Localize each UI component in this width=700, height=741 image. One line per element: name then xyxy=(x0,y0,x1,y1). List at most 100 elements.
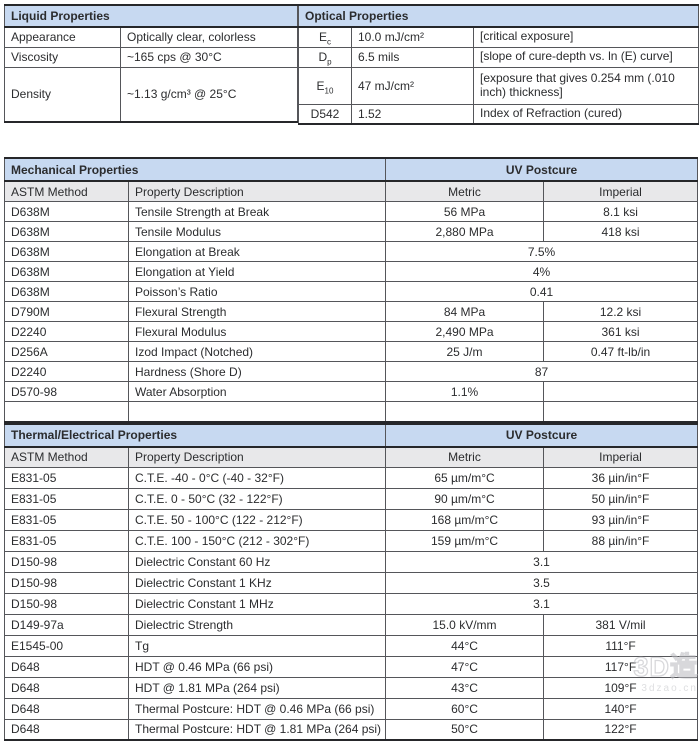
column-header-imperial: Imperial xyxy=(544,447,698,468)
metric-value-cell: 60°C xyxy=(386,698,544,719)
property-description-cell: HDT @ 0.46 MPa (66 psi) xyxy=(129,656,386,677)
optical-description-cell: [slope of cure-depth vs. ln (E) curve] xyxy=(474,47,699,67)
optical-value-cell: 1.52 xyxy=(352,104,474,124)
imperial-value-cell: 418 ksi xyxy=(544,222,698,242)
astm-method-cell: D256A xyxy=(5,342,129,362)
imperial-value-cell: 50 µin/in°F xyxy=(544,488,698,509)
astm-method-cell: D150-98 xyxy=(5,593,129,614)
metric-value-cell: 56 MPa xyxy=(386,202,544,222)
merged-value-cell: 3.5 xyxy=(386,572,698,593)
optical-value-cell: 10.0 mJ/cm² xyxy=(352,27,474,47)
symbol-subscript: 10 xyxy=(325,86,334,95)
property-description-cell: Tg xyxy=(129,635,386,656)
symbol-base: D542 xyxy=(311,107,340,121)
astm-method-cell: D638M xyxy=(5,222,129,242)
astm-method-cell: E831-05 xyxy=(5,509,129,530)
liquid-row: Density~1.13 g/cm³ @ 25°C xyxy=(5,67,298,122)
metric-value-cell: 65 µm/m°C xyxy=(386,467,544,488)
property-description-cell: C.T.E. 0 - 50°C (32 - 122°F) xyxy=(129,488,386,509)
astm-method-cell: E1545-00 xyxy=(5,635,129,656)
property-value-cell: Optically clear, colorless xyxy=(121,27,298,47)
column-header-property-description: Property Description xyxy=(129,181,386,202)
property-description-cell: Poisson’s Ratio xyxy=(129,282,386,302)
astm-method-cell: E831-05 xyxy=(5,530,129,551)
property-description-cell: Dielectric Constant 60 Hz xyxy=(129,551,386,572)
astm-method-cell: D638M xyxy=(5,242,129,262)
optical-section-title: Optical Properties xyxy=(299,5,699,27)
astm-method-cell: D648 xyxy=(5,698,129,719)
property-description-cell: Elongation at Yield xyxy=(129,262,386,282)
imperial-value-cell: 111°F xyxy=(544,635,698,656)
metric-value-cell: 15.0 kV/mm xyxy=(386,614,544,635)
imperial-value-cell: 381 V/mil xyxy=(544,614,698,635)
astm-method-cell: D648 xyxy=(5,719,129,740)
property-description-cell: Flexural Modulus xyxy=(129,322,386,342)
optical-description-cell: [exposure that gives 0.254 mm (.010 inch… xyxy=(474,67,699,104)
metric-value-cell: 90 µm/m°C xyxy=(386,488,544,509)
column-header-astm-method: ASTM Method xyxy=(5,447,129,468)
property-description-cell: Thermal Postcure: HDT @ 1.81 MPa (264 ps… xyxy=(129,719,386,740)
imperial-value-cell: 93 µin/in°F xyxy=(544,509,698,530)
merged-value-cell: 0.41 xyxy=(386,282,698,302)
column-header-property-description: Property Description xyxy=(129,447,386,468)
imperial-value-cell: 88 µin/in°F xyxy=(544,530,698,551)
property-description-cell: C.T.E. 50 - 100°C (122 - 212°F) xyxy=(129,509,386,530)
symbol-cell: E10 xyxy=(299,67,352,104)
astm-method-cell: D150-98 xyxy=(5,572,129,593)
property-name-cell: Density xyxy=(5,67,121,122)
imperial-value-cell: 122°F xyxy=(544,719,698,740)
thermal-uv-postcure-header: UV Postcure xyxy=(386,424,698,447)
imperial-value-cell: 0.47 ft-lb/in xyxy=(544,342,698,362)
thermal-electrical-properties-table: Thermal/Electrical Properties UV Postcur… xyxy=(4,423,698,741)
property-description-cell: Flexural Strength xyxy=(129,302,386,322)
astm-method-cell: E831-05 xyxy=(5,467,129,488)
symbol-base: E xyxy=(319,30,327,44)
column-header-astm-method: ASTM Method xyxy=(5,181,129,202)
spacer-cell xyxy=(129,402,386,422)
metric-value-cell: 2,880 MPa xyxy=(386,222,544,242)
column-header-imperial: Imperial xyxy=(544,181,698,202)
imperial-value-cell: 8.1 ksi xyxy=(544,202,698,222)
mechanical-column-header-row: ASTM Method Property Description Metric … xyxy=(5,181,698,202)
spacer-row xyxy=(5,402,698,422)
merged-value-cell: 3.1 xyxy=(386,593,698,614)
property-description-cell: C.T.E. -40 - 0°C (-40 - 32°F) xyxy=(129,467,386,488)
merged-value-cell: 7.5% xyxy=(386,242,698,262)
astm-method-cell: D638M xyxy=(5,282,129,302)
optical-description-cell: [critical exposure] xyxy=(474,27,699,47)
property-description-cell: Dielectric Strength xyxy=(129,614,386,635)
merged-value-cell: 87 xyxy=(386,362,698,382)
metric-value-cell: 43°C xyxy=(386,677,544,698)
liquid-section-title: Liquid Properties xyxy=(5,5,298,27)
imperial-value-cell: 140°F xyxy=(544,698,698,719)
metric-value-cell: 44°C xyxy=(386,635,544,656)
property-description-cell: Dielectric Constant 1 KHz xyxy=(129,572,386,593)
astm-method-cell: E831-05 xyxy=(5,488,129,509)
metric-value-cell: 2,490 MPa xyxy=(386,322,544,342)
column-header-metric: Metric xyxy=(386,447,544,468)
metric-value-cell: 168 µm/m°C xyxy=(386,509,544,530)
imperial-value-cell: 36 µin/in°F xyxy=(544,467,698,488)
